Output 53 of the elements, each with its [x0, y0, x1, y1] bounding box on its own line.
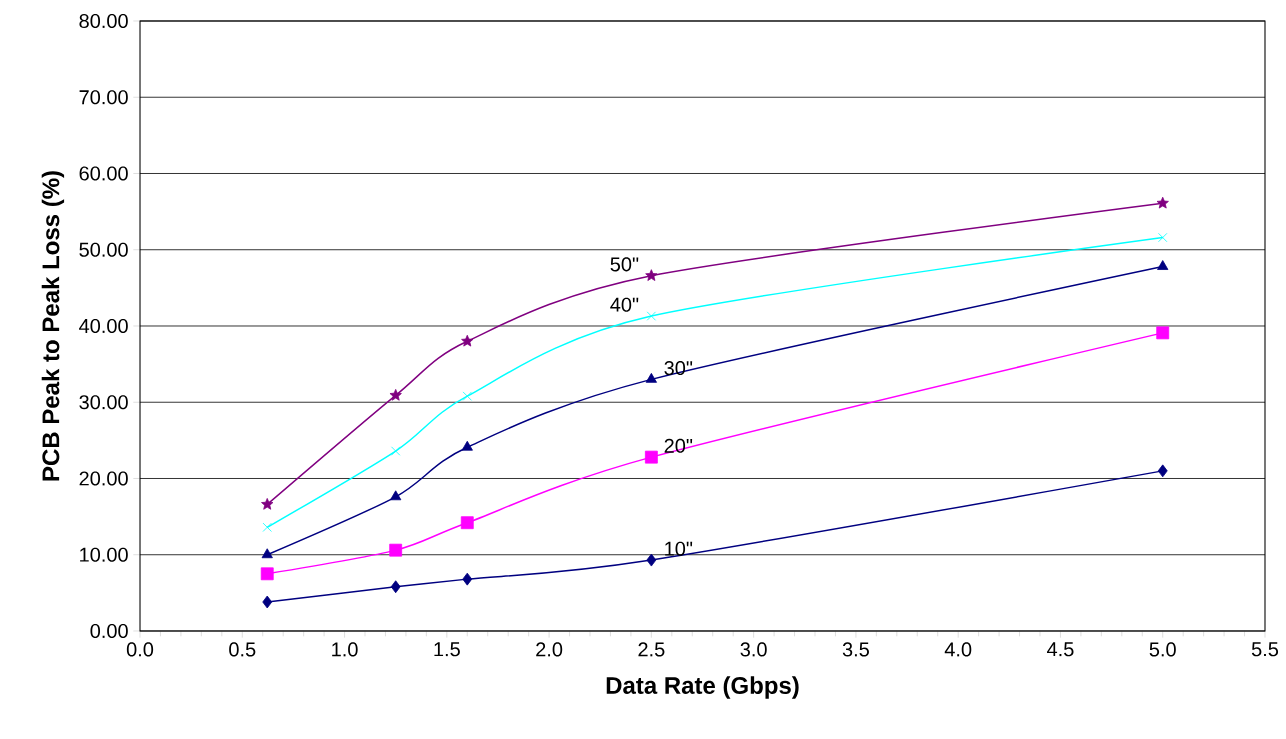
point: [1156, 326, 1170, 340]
y-axis-title: PCB Peak to Peak Loss (%): [41, 171, 65, 481]
point: [390, 490, 402, 501]
x-tick-label: 3.0: [740, 642, 767, 657]
x-tick-label: 4.0: [944, 642, 972, 657]
point: [261, 498, 274, 510]
point: [262, 522, 272, 532]
point: [462, 391, 472, 401]
series-label: 50": [610, 257, 639, 272]
point: [1156, 196, 1169, 209]
x-tick-label: 1.0: [332, 642, 358, 657]
point: [646, 553, 657, 567]
point: [1158, 232, 1168, 243]
x-axis-title: Data Rate (Gbps): [606, 676, 799, 699]
x-tick-label: 5.0: [1149, 642, 1176, 657]
y-tick-label: 30.00: [79, 395, 128, 410]
y-tick-label: 80.00: [79, 13, 128, 29]
y-tick-label: 10.00: [80, 547, 128, 562]
point: [645, 372, 657, 383]
y-tick-label: 20.00: [79, 471, 128, 486]
point: [646, 311, 657, 321]
series-label: 20": [664, 438, 693, 453]
point: [460, 516, 474, 530]
point: [645, 269, 658, 281]
x-tick-label: 0.0: [126, 642, 154, 657]
y-tick-label: 40.00: [79, 318, 128, 334]
x-tick-label: 5.5: [1251, 642, 1279, 657]
point: [462, 572, 473, 586]
point: [389, 543, 403, 557]
point: [262, 595, 273, 609]
y-tick-label: 0.00: [90, 623, 128, 639]
x-tick-label: 2.5: [638, 642, 665, 657]
point: [260, 567, 274, 581]
point: [1157, 464, 1168, 478]
series-label: 40": [610, 297, 639, 312]
point: [1157, 260, 1169, 270]
point: [390, 580, 401, 594]
x-tick-label: 3.5: [842, 642, 869, 657]
point: [389, 388, 402, 401]
series-label: 10": [665, 541, 693, 556]
point: [261, 548, 273, 559]
y-tick-label: 60.00: [79, 166, 128, 181]
series-label: 30": [664, 360, 693, 376]
y-tick-label: 50.00: [79, 242, 128, 257]
x-tick-label: 4.5: [1047, 642, 1074, 657]
x-tick-label: 0.5: [229, 642, 256, 657]
point: [461, 334, 474, 347]
x-tick-label: 1.5: [434, 642, 460, 657]
x-tick-label: 2.0: [536, 642, 563, 657]
point: [391, 446, 401, 456]
point: [644, 450, 658, 464]
y-tick-label: 70.00: [79, 90, 128, 105]
point: [461, 440, 473, 451]
